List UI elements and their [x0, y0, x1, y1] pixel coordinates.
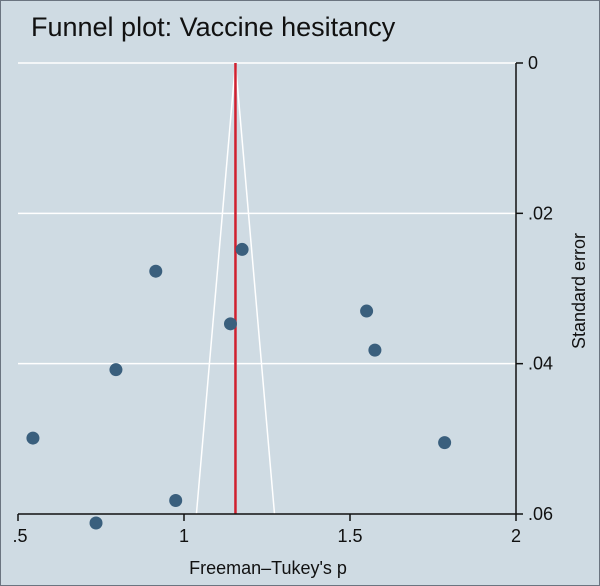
pseudo-confidence-funnel — [195, 62, 276, 515]
study-point-9 — [169, 493, 183, 507]
study-point-1 — [235, 242, 249, 256]
study-point-5 — [368, 343, 382, 357]
x-tick-label-3: 2 — [511, 526, 521, 546]
study-point-3 — [360, 304, 374, 318]
y-tick-label-0: 0 — [528, 53, 538, 73]
x-tick-label-1: 1 — [179, 526, 189, 546]
study-points — [26, 242, 452, 530]
study-point-2 — [149, 264, 163, 278]
grid-lines — [18, 62, 516, 365]
study-point-8 — [438, 436, 452, 450]
x-tick-label-2: 1.5 — [337, 526, 362, 546]
y-axis-title: Standard error — [569, 233, 589, 349]
study-point-7 — [26, 431, 40, 445]
x-tick-label-0: .5 — [12, 526, 27, 546]
y-tick-label-2: .04 — [528, 354, 553, 374]
study-point-4 — [223, 317, 237, 331]
axes: .5 1 1.5 2 0 .02 .04 .06 — [12, 53, 553, 546]
study-point-10 — [89, 516, 103, 530]
y-tick-label-1: .02 — [528, 203, 553, 223]
study-point-6 — [109, 363, 123, 377]
funnel-right-limit — [234, 62, 276, 515]
y-tick-label-3: .06 — [528, 504, 553, 524]
funnel-left-limit — [195, 62, 237, 515]
chart-title: Funnel plot: Vaccine hesitancy — [31, 12, 396, 42]
x-axis-title: Freeman–Tukey's p — [189, 558, 347, 578]
